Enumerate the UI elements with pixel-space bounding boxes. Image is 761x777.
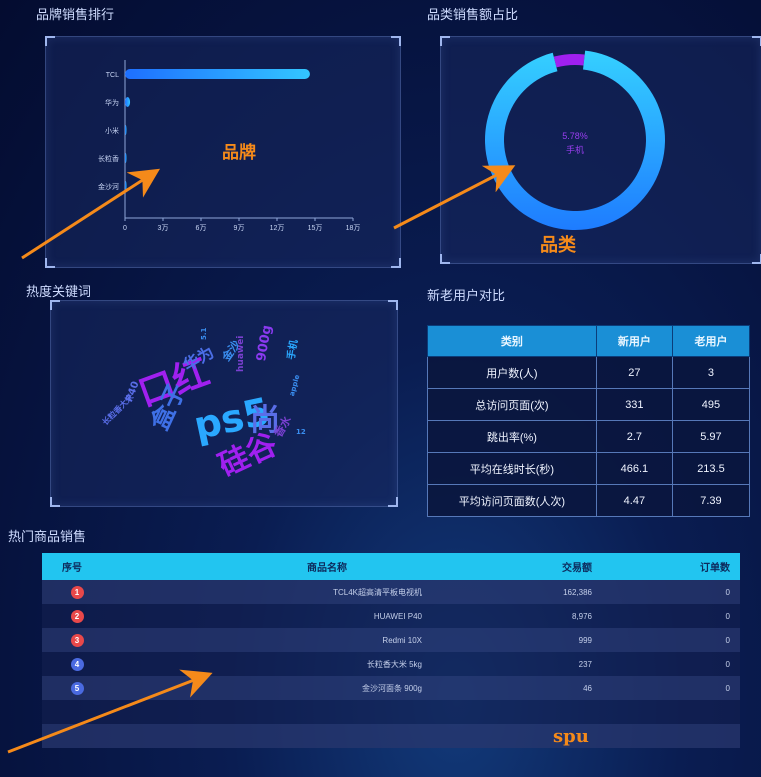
spu-annotation: spu [553,726,589,747]
header-product-name: 商品名称 [307,563,347,574]
product-amount: 999 [578,635,592,645]
donut-slice [553,54,585,68]
new-user-value: 2.7 [595,420,673,453]
keyword: 5.1 [200,327,208,340]
hot-products-table: 序号 商品名称 交易额 订单数 1 TCL4K超高清平板电视机 162,386 … [42,553,740,748]
product-table-body: 1 TCL4K超高清平板电视机 162,386 0 2 HUAWEI P40 8… [42,580,740,748]
x-tick-label: 3万 [158,224,169,232]
brand-annotation: 品牌 [222,143,256,163]
header-old-user: 老用户 [671,325,751,357]
table-row: 用户数(人) 27 3 [427,356,751,389]
bar [125,153,127,163]
x-tick-label: 15万 [308,224,323,232]
keyword: apple [288,373,302,398]
header-rank: 序号 [62,563,82,574]
category-label: 长粒香 [98,154,119,163]
rank-badge: 3 [70,633,84,647]
product-orders: 0 [725,611,730,621]
x-tick-label: 18万 [346,224,361,232]
row-label: 平均访问页面数(人次) [427,484,597,517]
product-name: Redmi 10X [382,635,422,645]
product-table-header: 序号 商品名称 交易额 订单数 [42,553,740,580]
hot-products-title: 热门商品销售 [8,529,87,544]
donut-center-label: 手机 [566,144,584,155]
product-name: 金沙河面条 900g [361,683,422,693]
old-user-value: 495 [671,388,751,421]
rank-badge: 1 [70,585,84,599]
table-row[interactable]: 5 金沙河面条 900g 46 0 [42,676,740,700]
user-table-header: 类别 新用户 老用户 [427,325,751,357]
old-user-value: 213.5 [671,452,751,485]
new-user-value: 331 [595,388,673,421]
product-orders: 0 [725,683,730,693]
keyword: 12 [296,428,306,436]
table-row: 总访问页面(次) 331 495 [427,388,751,421]
table-row: 平均在线时长(秒) 466.1 213.5 [427,452,751,485]
table-row: 跳出率(%) 2.7 5.97 [427,420,751,453]
row-label: 总访问页面(次) [427,388,597,421]
category-annotation: 品类 [540,235,576,256]
bar [125,69,310,79]
category-label: 金沙河 [98,182,119,191]
category-share-title: 品类销售额占比 [427,7,519,22]
product-orders: 0 [725,635,730,645]
keyword: 手机 [285,338,301,361]
table-row: 平均访问页面数(人次) 4.47 7.39 [427,484,751,517]
keyword: 900g [254,324,276,363]
x-tick-label: 9万 [234,224,245,232]
rank-badge: 4 [70,657,84,671]
table-row[interactable]: 1 TCL4K超高清平板电视机 162,386 0 [42,580,740,604]
product-name: HUAWEI P40 [373,611,422,621]
keywords-panel [50,300,398,507]
category-label: 华为 [105,98,119,107]
product-amount: 46 [583,683,592,693]
product-name: TCL4K超高清平板电视机 [333,587,422,597]
brand-ranking-title: 品牌销售排行 [36,7,115,22]
product-amount: 8,976 [571,611,592,621]
old-user-value: 3 [671,356,751,389]
header-new-user: 新用户 [595,325,673,357]
empty-row [42,700,740,724]
empty-row [42,724,740,748]
keyword-word-cloud: 口红 ps5 尚硅谷 盒子 华为 金沙 900g huawei 香水 P40 apple 长粒香大米 5… [50,300,396,505]
rank-badge: 5 [70,681,84,695]
user-compare-table: 类别 新用户 老用户 用户数(人) 27 3 总访问页面(次) 331 495 … [427,325,751,517]
header-amount: 交易额 [562,563,592,574]
new-user-value: 27 [595,356,673,389]
table-row[interactable]: 2 HUAWEI P40 8,976 0 [42,604,740,628]
bar [125,125,127,135]
product-orders: 0 [725,587,730,597]
header-orders: 订单数 [700,563,730,574]
header-category: 类别 [427,325,597,357]
row-label: 用户数(人) [427,356,597,389]
user-compare-title: 新老用户对比 [427,288,506,303]
rank-badge: 2 [70,609,84,623]
product-amount: 237 [578,659,592,669]
row-label: 平均在线时长(秒) [427,452,597,485]
keyword: 长粒香大米 [100,392,136,428]
row-label: 跳出率(%) [427,420,597,453]
old-user-value: 7.39 [671,484,751,517]
bar [125,181,127,191]
category-donut-chart: 5.78% 手机 [485,50,665,231]
keyword: 尚 [250,403,280,438]
old-user-value: 5.97 [671,420,751,453]
table-row[interactable]: 3 Redmi 10X 999 0 [42,628,740,652]
keyword: huawei [236,335,246,372]
category-label: TCL [106,72,119,79]
table-row[interactable]: 4 长粒香大米 5kg 237 0 [42,652,740,676]
x-tick-label: 6万 [196,224,207,232]
new-user-value: 4.47 [595,484,673,517]
product-amount: 162,386 [563,587,592,597]
x-tick-label: 12万 [270,224,285,232]
new-user-value: 466.1 [595,452,673,485]
product-name: 长粒香大米 5kg [366,659,422,669]
donut-center-value: 5.78% [562,131,588,141]
x-tick-label: 0 [123,225,127,232]
category-label: 小米 [105,126,119,135]
product-orders: 0 [725,659,730,669]
keywords-title: 热度关键词 [26,284,92,299]
bar [125,97,131,107]
